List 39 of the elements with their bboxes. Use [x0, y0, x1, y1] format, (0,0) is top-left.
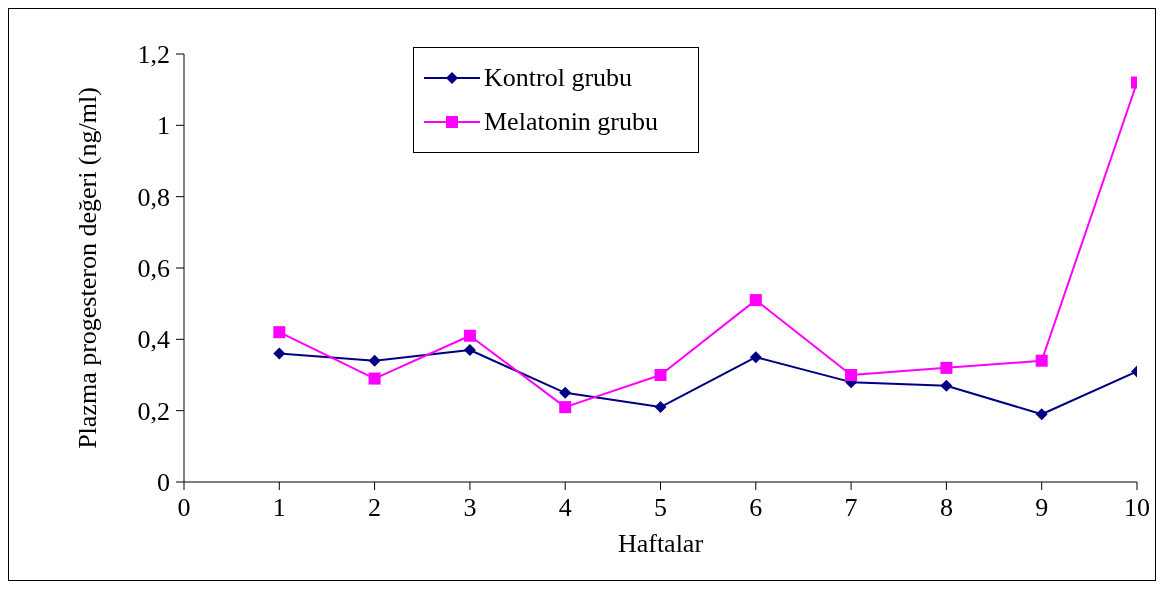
- point: [559, 386, 572, 399]
- point: [463, 329, 476, 342]
- point: [749, 351, 762, 364]
- x-axis-title: Haftalar: [617, 529, 704, 558]
- x-tick-label: 3: [463, 493, 477, 522]
- point: [940, 379, 953, 392]
- y-tick-label: 0,8: [137, 182, 170, 212]
- point: [273, 326, 286, 339]
- y-tick-label: 0,6: [137, 254, 170, 283]
- x-tick-label: 7: [844, 493, 858, 522]
- point: [368, 372, 381, 385]
- x-tick-label: 4: [558, 493, 572, 522]
- point: [845, 369, 858, 381]
- x-tick-label: 5: [654, 493, 667, 522]
- x-tick-label: 9: [1035, 493, 1049, 522]
- legend-label: Kontrol grubu: [484, 63, 633, 93]
- legend-label: Melatonin grubu: [484, 107, 659, 137]
- y-axis-title: Plazma progesteron değeri (ng/ml): [73, 87, 103, 449]
- x-tick-label: 6: [749, 493, 763, 522]
- x-tick-label: 2: [368, 493, 382, 522]
- point: [368, 354, 381, 367]
- y-tick-label: 0: [157, 468, 170, 497]
- x-tick-label: 1: [272, 493, 286, 522]
- x-tick-label: 10: [1124, 493, 1150, 522]
- y-tick-label: 1: [157, 111, 170, 141]
- y-tick-label: 1,2: [137, 40, 170, 69]
- x-tick-label: 8: [939, 493, 953, 522]
- point: [1035, 408, 1048, 421]
- point: [463, 344, 476, 357]
- point: [749, 294, 762, 307]
- y-tick-label: 0,2: [137, 396, 170, 426]
- point: [1035, 354, 1048, 367]
- point: [654, 401, 667, 414]
- y-tick-label: 0,4: [137, 325, 170, 355]
- point: [559, 401, 572, 414]
- point: [654, 369, 667, 381]
- point: [940, 361, 953, 374]
- x-tick-label: 0: [177, 493, 191, 522]
- point: [273, 347, 286, 360]
